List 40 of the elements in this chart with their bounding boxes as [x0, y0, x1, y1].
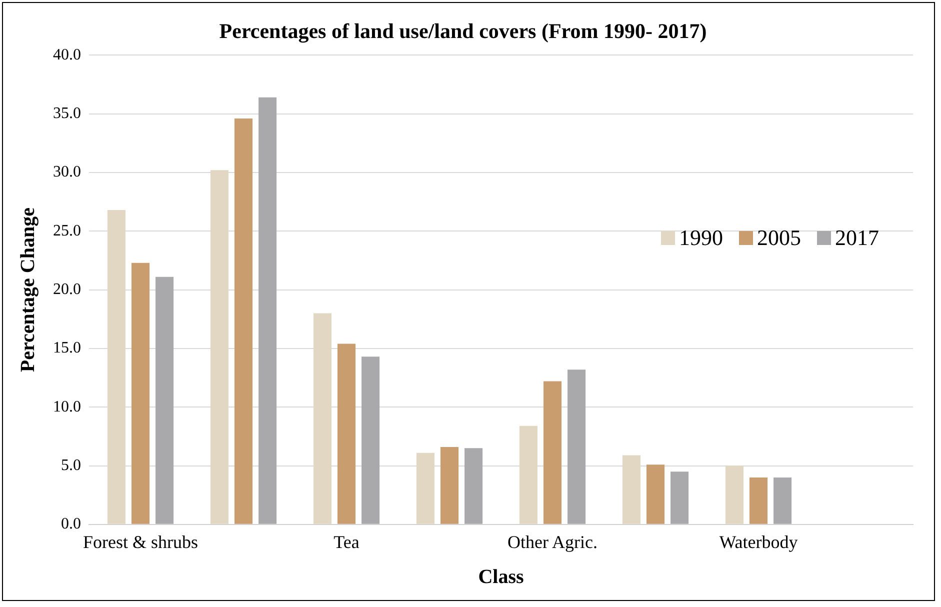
bar	[337, 344, 356, 524]
bar	[543, 381, 562, 524]
bar	[416, 452, 434, 524]
y-tick-label: 5.0	[61, 456, 81, 474]
y-tick-label: 20.0	[53, 281, 81, 298]
bar	[464, 448, 483, 524]
bar	[670, 472, 689, 524]
x-axis-title: Class	[478, 566, 524, 588]
bar	[234, 118, 253, 524]
legend-label: 2005	[757, 225, 801, 251]
y-tick-label: 40.0	[53, 46, 81, 64]
bar	[210, 170, 228, 524]
bar	[131, 262, 150, 524]
bar	[774, 477, 792, 524]
bar	[107, 210, 126, 524]
chart-title: Percentages of land use/land covers (From 1990- 2017)	[219, 19, 707, 44]
bar	[362, 356, 380, 524]
y-tick-label: 15.0	[53, 340, 81, 357]
x-tick-label: Waterbody	[719, 532, 798, 552]
bar	[725, 466, 744, 524]
y-tick-label: 35.0	[53, 105, 81, 122]
bar	[313, 313, 332, 524]
y-tick-label: 25.0	[53, 222, 81, 240]
bar	[258, 97, 277, 524]
bar	[519, 426, 538, 524]
bar	[622, 455, 640, 524]
y-tick-label: 30.0	[53, 164, 81, 181]
bar	[440, 446, 459, 524]
x-tick-label: Forest & shrubs	[82, 532, 198, 552]
x-tick-label: Tea	[334, 532, 360, 552]
legend-label: 1990	[679, 225, 723, 251]
legend-label: 2017	[835, 225, 879, 251]
bar	[156, 276, 174, 524]
bar	[646, 464, 665, 524]
y-tick-label: 0.0	[61, 516, 81, 533]
x-tick-label: Other Agric.	[508, 532, 598, 552]
bar	[568, 370, 586, 524]
y-tick-label: 10.0	[53, 398, 81, 416]
y-axis-title: Percentage Change	[17, 207, 40, 372]
bar	[749, 477, 768, 524]
